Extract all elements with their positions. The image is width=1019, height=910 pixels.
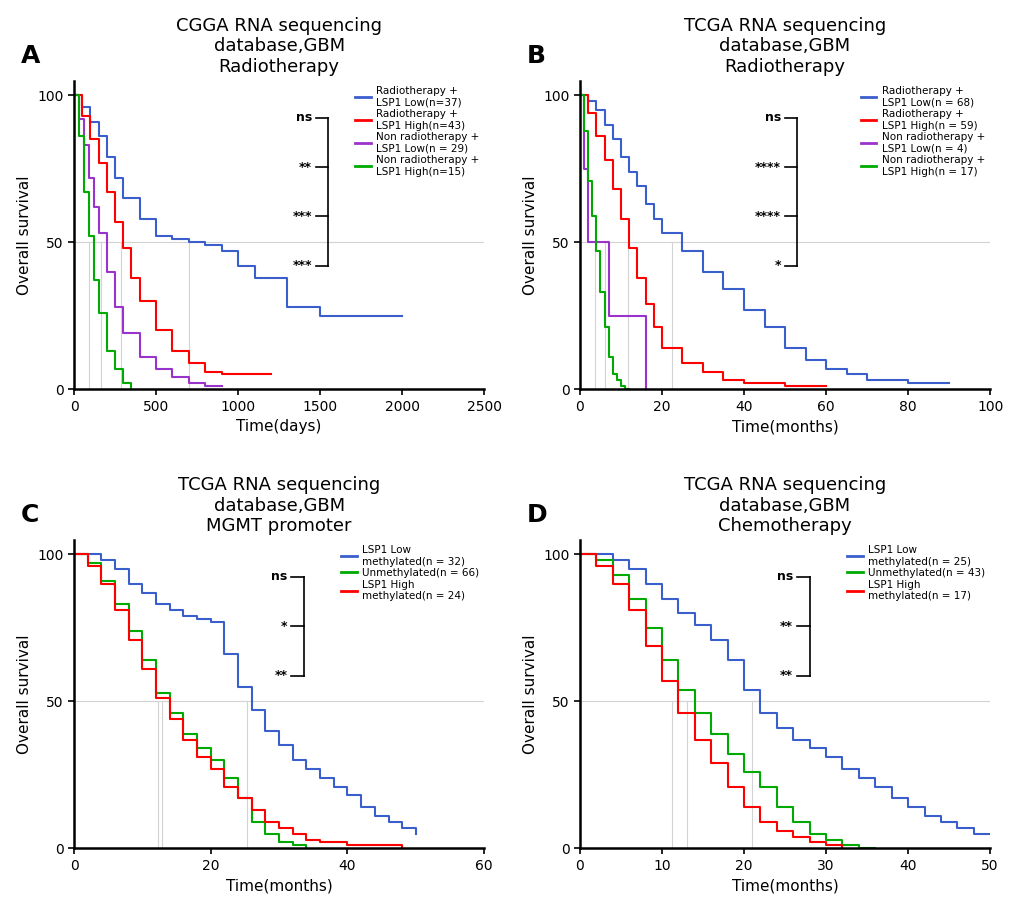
Text: C: C <box>20 502 39 527</box>
Title: TCGA RNA sequencing
database,GBM
MGMT promoter: TCGA RNA sequencing database,GBM MGMT pr… <box>178 476 380 535</box>
Text: ns: ns <box>776 571 793 583</box>
Text: B: B <box>526 44 545 67</box>
Y-axis label: Overall survival: Overall survival <box>522 175 537 295</box>
Text: ns: ns <box>764 111 781 124</box>
Text: A: A <box>20 44 40 67</box>
Text: **: ** <box>299 160 312 174</box>
Title: TCGA RNA sequencing
database,GBM
Radiotherapy: TCGA RNA sequencing database,GBM Radioth… <box>683 16 886 76</box>
Text: **: ** <box>780 669 793 682</box>
Text: ns: ns <box>296 111 312 124</box>
Title: TCGA RNA sequencing
database,GBM
Chemotherapy: TCGA RNA sequencing database,GBM Chemoth… <box>683 476 886 535</box>
X-axis label: Time(months): Time(months) <box>225 878 332 894</box>
Text: D: D <box>526 502 546 527</box>
Text: ns: ns <box>271 571 287 583</box>
Text: ***: *** <box>292 210 312 223</box>
X-axis label: Time(months): Time(months) <box>731 420 838 434</box>
Legend: Radiotherapy +
LSP1 Low(n=37), Radiotherapy +
LSP1 High(n=43), Non radiotherapy : Radiotherapy + LSP1 Low(n=37), Radiother… <box>355 86 479 177</box>
X-axis label: Time(days): Time(days) <box>236 420 322 434</box>
Y-axis label: Overall survival: Overall survival <box>522 634 537 753</box>
Text: ****: **** <box>754 160 781 174</box>
Legend: Radiotherapy +
LSP1 Low(n = 68), Radiotherapy +
LSP1 High(n = 59), Non radiother: Radiotherapy + LSP1 Low(n = 68), Radioth… <box>860 86 984 177</box>
Y-axis label: Overall survival: Overall survival <box>16 175 32 295</box>
Text: *: * <box>280 620 287 632</box>
X-axis label: Time(months): Time(months) <box>731 878 838 894</box>
Y-axis label: Overall survival: Overall survival <box>16 634 32 753</box>
Text: **: ** <box>780 620 793 632</box>
Legend: LSP1 Low
methylated(n = 32), Unmethylated(n = 66), LSP1 High
methylated(n = 24): LSP1 Low methylated(n = 32), Unmethylate… <box>340 545 479 602</box>
Text: **: ** <box>274 669 287 682</box>
Text: ****: **** <box>754 210 781 223</box>
Text: *: * <box>773 259 781 272</box>
Title: CGGA RNA sequencing
database,GBM
Radiotherapy: CGGA RNA sequencing database,GBM Radioth… <box>176 16 382 76</box>
Legend: LSP1 Low
methylated(n = 25), Unmethylated(n = 43), LSP1 High
methylated(n = 17): LSP1 Low methylated(n = 25), Unmethylate… <box>846 545 984 602</box>
Text: ***: *** <box>292 259 312 272</box>
